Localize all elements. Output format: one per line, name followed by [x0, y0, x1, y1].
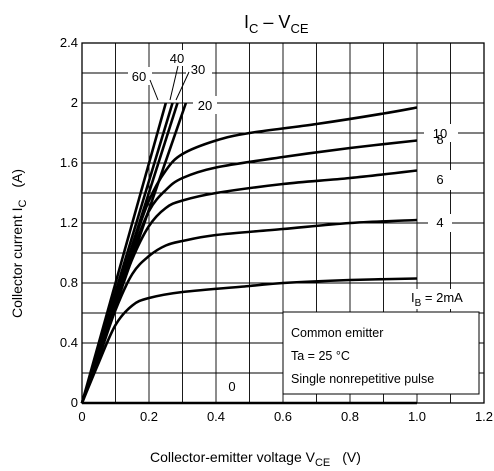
label-ib8: 8 — [436, 132, 443, 147]
y-tick-label: 2.4 — [60, 35, 78, 50]
label-ib30: 30 — [191, 62, 205, 77]
curve-ib-ib-2ma — [80, 277, 418, 404]
y-tick-label: 0.8 — [60, 275, 78, 290]
label-ib10: 10 — [433, 126, 447, 141]
y-tick-label: 1.6 — [60, 155, 78, 170]
leader-ib60 — [149, 79, 159, 101]
label-bg-ib6 — [428, 170, 452, 190]
label-ib40: 40 — [170, 51, 184, 66]
label-ib4: 4 — [436, 215, 443, 230]
label-bg-ib20 — [193, 96, 217, 114]
curve-ib-60 — [80, 102, 168, 404]
label-bg-ib30 — [186, 60, 212, 78]
label-ib2: IB = 2mA — [411, 290, 463, 309]
leader-ib30 — [175, 71, 190, 101]
y-tick-labels: 0 0.4 0.8 1.2 1.6 2 2.4 — [60, 35, 78, 410]
annotation-line-2: Ta = 25 °C — [291, 349, 350, 363]
x-tick-labels: 0 0.2 0.4 0.6 0.8 1.0 1.2 — [78, 409, 493, 424]
y-tick-label: 0.4 — [60, 335, 78, 350]
x-tick-label: 0 — [78, 409, 85, 424]
annotation-line-1: Common emitter — [291, 326, 383, 340]
label-ib20: 20 — [198, 98, 212, 113]
label-ib6: 6 — [436, 172, 443, 187]
x-tick-label: 1.0 — [408, 409, 426, 424]
annotation-line-3: Single nonrepetitive pulse — [291, 372, 434, 386]
y-tick-label: 1.2 — [60, 215, 78, 230]
plot-frame — [81, 42, 485, 404]
x-tick-label: 0.2 — [140, 409, 158, 424]
x-axis-label: Collector-emitter voltage VCE (V) — [150, 449, 361, 469]
x-tick-label: 0.4 — [207, 409, 225, 424]
label-bg-ib10 — [424, 124, 458, 142]
curve-ib-20 — [80, 102, 188, 404]
label-bg-ib0 — [222, 378, 242, 396]
label-bg-ib4 — [428, 214, 452, 232]
y-tick-label: 0 — [71, 395, 78, 410]
x-tick-label: 0.6 — [274, 409, 292, 424]
leader-ib40 — [169, 65, 179, 101]
y-axis-label: Collector current IC(A) — [9, 169, 29, 318]
label-bg-ib60 — [128, 67, 152, 85]
chart-title: IC – VCE — [244, 12, 309, 36]
label-ib0: 0 — [228, 379, 235, 394]
label-ib60: 60 — [132, 69, 146, 84]
x-tick-label: 1.2 — [475, 409, 493, 424]
conditions-box — [282, 311, 480, 395]
x-tick-label: 0.8 — [341, 409, 359, 424]
y-tick-label: 2 — [71, 95, 78, 110]
label-bg-ib2 — [406, 289, 478, 309]
label-bg-ib40 — [166, 50, 190, 66]
